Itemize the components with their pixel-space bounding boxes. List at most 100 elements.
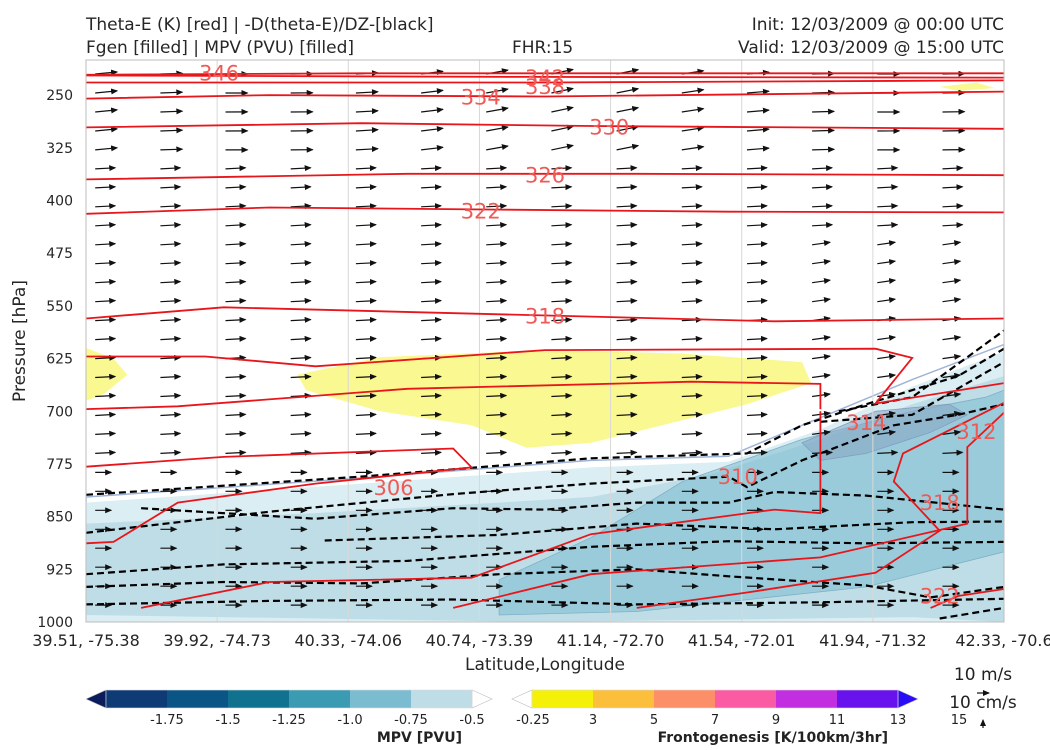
wind-vector — [942, 391, 962, 398]
wind-vector — [616, 449, 638, 456]
wind-vector — [225, 184, 247, 191]
wind-vector — [225, 449, 247, 456]
wind-vector — [616, 165, 638, 172]
contour-label-group: 330 — [589, 116, 629, 140]
wind-vector — [551, 297, 573, 304]
wind-vector — [616, 430, 638, 437]
contour-label: 322 — [461, 199, 501, 223]
mpv-colorbar-tick-label: -0.5 — [459, 713, 484, 728]
fgen-colorbar-swatch — [593, 690, 655, 708]
wind-vector — [551, 392, 573, 399]
stability-contour — [86, 540, 1004, 576]
wind-vector — [160, 89, 184, 96]
wind-vector — [942, 297, 962, 304]
wind-vector — [421, 126, 444, 133]
wind-vector — [616, 373, 638, 380]
stability-contour — [86, 597, 1004, 606]
wind-vector — [812, 334, 831, 341]
wind-vector — [746, 260, 768, 266]
wind-vector — [616, 222, 638, 229]
wind-vector — [746, 278, 768, 285]
theta-e-contour — [86, 380, 822, 410]
wind-vector — [681, 297, 703, 304]
wind-vector — [421, 335, 442, 342]
wind-vector — [95, 260, 117, 266]
wind-vector — [746, 126, 770, 133]
contour-label-group: 334 — [461, 86, 501, 110]
wind-vector — [551, 449, 573, 456]
fgen-colorbar-tick-label: 9 — [772, 713, 780, 728]
y-tick-label: 775 — [46, 457, 73, 473]
wind-vector — [681, 222, 703, 229]
wind-vector — [681, 373, 703, 380]
mpv-colorbar-swatch — [411, 690, 473, 708]
fgen-colorbar-tick-label: 3 — [589, 713, 597, 728]
wind-vector — [225, 335, 247, 342]
theta-e-contour — [86, 72, 1004, 76]
wind-vector — [746, 392, 768, 399]
wind-vector — [551, 184, 573, 191]
ref-vector-label-horizontal: 10 m/s — [954, 665, 1012, 685]
wind-vector — [355, 335, 377, 342]
y-tick-label: 700 — [46, 404, 73, 420]
wind-vector — [225, 260, 247, 266]
wind-vector — [877, 165, 899, 172]
theta-e-contour — [86, 79, 1004, 84]
wind-vector — [421, 316, 442, 323]
wind-vector — [746, 335, 768, 342]
x-axis-label: Latitude,Longitude — [465, 655, 625, 675]
wind-vector — [290, 297, 312, 304]
mpv-colorbar-low-extend — [85, 689, 107, 709]
wind-vector — [486, 106, 509, 113]
wind-vector — [551, 105, 574, 113]
wind-vector — [355, 241, 377, 248]
fgen-colorbar-swatch — [532, 690, 594, 708]
stability-contour — [838, 329, 1004, 413]
fgen-fill-3-main — [297, 350, 812, 448]
wind-vector — [225, 297, 247, 304]
contour-label-group: 326 — [525, 164, 565, 188]
wind-vector — [225, 392, 247, 399]
wind-vector — [355, 165, 377, 172]
wind-vector — [681, 144, 705, 151]
fgen-fill-3-left — [86, 348, 128, 401]
mpv-colorbar-high-extend — [471, 689, 493, 709]
wind-vector — [812, 203, 834, 210]
wind-vector — [942, 410, 962, 417]
stability-contour — [324, 520, 1004, 542]
wind-vector — [551, 260, 573, 266]
fgen-colorbar-swatch — [837, 690, 899, 708]
wind-vector — [225, 373, 247, 380]
wind-vector — [290, 241, 312, 248]
wind-vector — [877, 334, 897, 341]
wind-vector — [746, 88, 770, 95]
x-tick-label: 40.33, -74.06 — [295, 631, 403, 650]
fgen-colorbar-low-extend — [511, 689, 533, 709]
wind-vector — [877, 240, 897, 247]
contour-label: 318 — [920, 491, 960, 515]
wind-vector — [290, 165, 312, 172]
wind-vector — [942, 353, 962, 360]
fgen-colorbar-tick-label: 15 — [951, 713, 968, 728]
contour-label-group: 318 — [920, 491, 960, 515]
mpv-colorbar-tick-label: -1.75 — [150, 713, 184, 728]
title-line-1: Theta-E (K) [red] | -D(theta-E)/DZ-[blac… — [86, 15, 434, 35]
y-tick-label: 850 — [46, 510, 73, 526]
theta-e-contour — [930, 588, 1004, 609]
wind-vector — [486, 165, 508, 172]
wind-vector — [812, 108, 836, 115]
wind-vector — [225, 203, 247, 210]
wind-vector — [225, 430, 247, 437]
wind-vector — [551, 241, 573, 248]
wind-vector — [812, 240, 831, 247]
theta-e-contour — [636, 401, 1004, 609]
wind-vector — [877, 259, 897, 266]
mpv-colorbar-swatch — [289, 690, 351, 708]
y-tick-label: 400 — [46, 194, 73, 210]
wind-vector — [681, 87, 705, 94]
mpv-colorbar: -1.75 -1.5 -1.25 -1.0 -0.75 -0.5 -0.25 MPV [PVU… — [85, 689, 550, 746]
wind-vector — [95, 278, 117, 285]
wind-vector — [551, 411, 573, 418]
wind-vector — [812, 165, 834, 172]
wind-vector — [290, 203, 312, 210]
